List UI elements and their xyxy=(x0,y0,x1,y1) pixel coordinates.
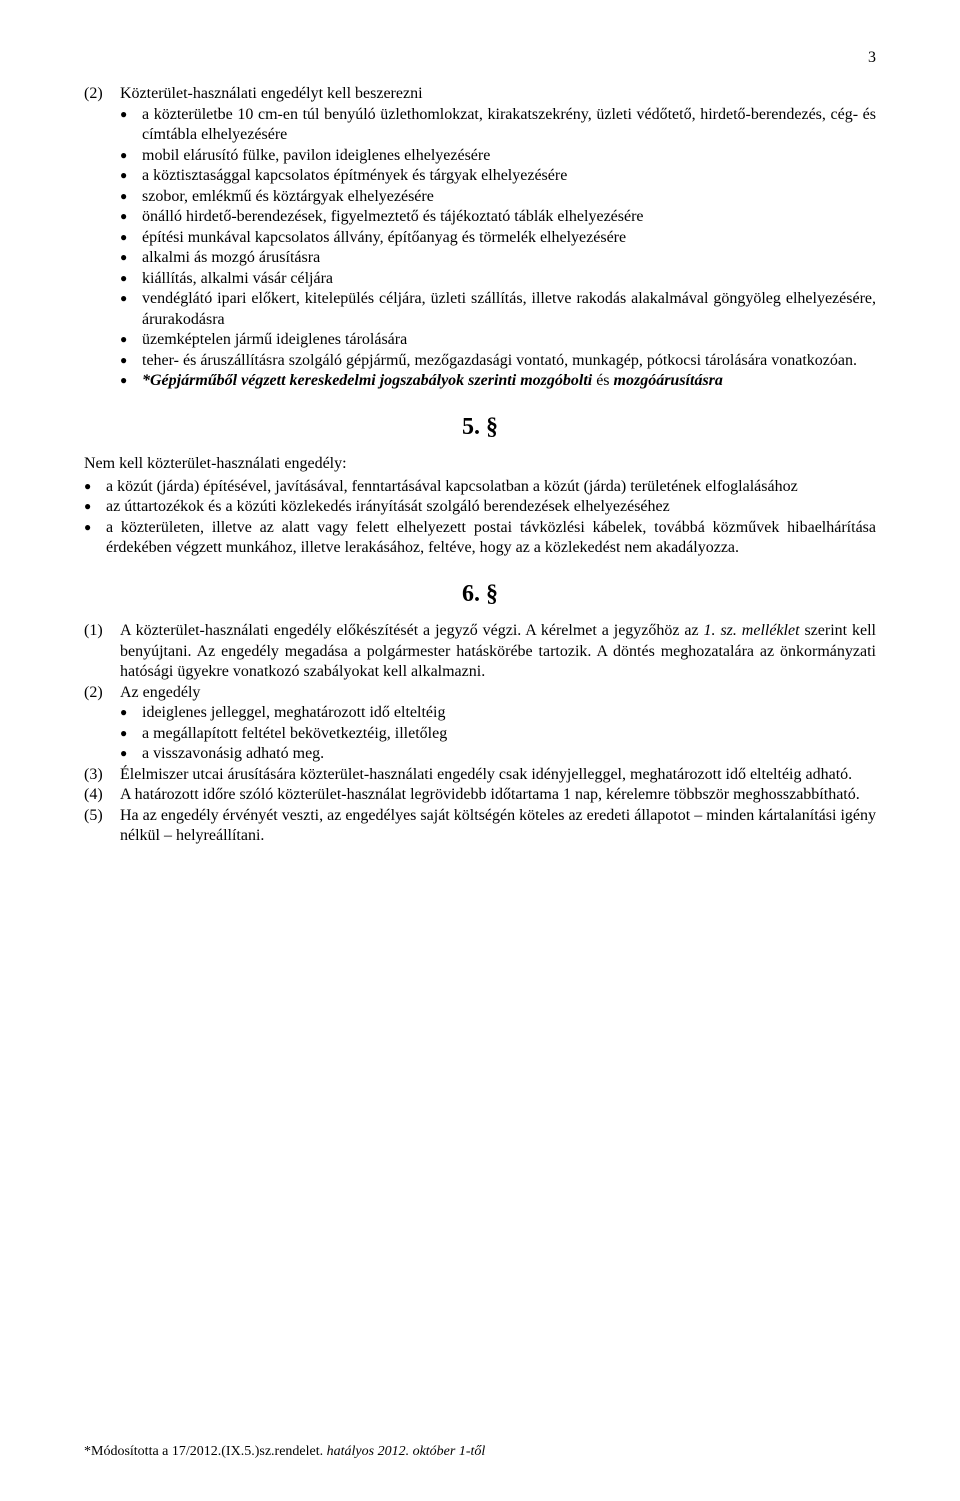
para-number: (3) xyxy=(84,765,120,785)
list-item: üzemképtelen jármű ideiglenes tárolására xyxy=(120,330,876,350)
para-number: (2) xyxy=(84,84,120,104)
list-item: kiállítás, alkalmi vásár céljára xyxy=(120,269,876,289)
emphasis-text: *Gépjárműből végzett kereskedelmi jogsza… xyxy=(142,372,592,389)
para-text: Az engedély xyxy=(120,683,876,703)
section-5-heading: 5. § xyxy=(84,412,876,443)
para-6-1: (1) A közterület-használati engedély elő… xyxy=(84,621,876,682)
list-item: mobil elárusító fülke, pavilon ideiglene… xyxy=(120,146,876,166)
list-item: önálló hirdető-berendezések, figyelmezte… xyxy=(120,207,876,227)
section6-para2-bullets: ideiglenes jelleggel, meghatározott idő … xyxy=(84,703,876,764)
list-item: a közterületen, illetve az alatt vagy fe… xyxy=(84,518,876,559)
list-item: építési munkával kapcsolatos állvány, ép… xyxy=(120,228,876,248)
list-item: alkalmi ás mozgó árusításra xyxy=(120,248,876,268)
para-text: A közterület-használati engedély előkész… xyxy=(120,621,876,682)
footer-suffix: hatályos 2012. október 1-től xyxy=(323,1444,485,1459)
footer-note: *Módosította a 17/2012.(IX.5.)sz.rendele… xyxy=(84,1443,485,1461)
para-text: Ha az engedély érvényét veszti, az enged… xyxy=(120,806,876,847)
para-6-4: (4) A határozott időre szóló közterület-… xyxy=(84,785,876,805)
para-number: (2) xyxy=(84,683,120,703)
para-number: (4) xyxy=(84,785,120,805)
list-item: vendéglátó ipari előkert, kitelepülés cé… xyxy=(120,289,876,330)
para-text: Élelmiszer utcai árusítására közterület-… xyxy=(120,765,876,785)
section5-bullet-list: a közút (járda) építésével, javításával,… xyxy=(84,477,876,559)
para-6-5: (5) Ha az engedély érvényét veszti, az e… xyxy=(84,806,876,847)
list-item-emphasis: *Gépjárműből végzett kereskedelmi jogsza… xyxy=(120,371,876,391)
para-6-3: (3) Élelmiszer utcai árusítására közterü… xyxy=(84,765,876,785)
list-item: a visszavonásig adható meg. xyxy=(120,744,876,764)
para-number: (1) xyxy=(84,621,120,682)
list-item: a megállapított feltétel bekövetkeztéig,… xyxy=(120,724,876,744)
list-item: ideiglenes jelleggel, meghatározott idő … xyxy=(120,703,876,723)
list-item: teher- és áruszállításra szolgáló gépjár… xyxy=(120,351,876,371)
para-text: A határozott időre szóló közterület-hasz… xyxy=(120,785,876,805)
list-item: a köztisztasággal kapcsolatos építmények… xyxy=(120,166,876,186)
para-2-header: (2) Közterület-használati engedélyt kell… xyxy=(84,84,876,104)
page-number: 3 xyxy=(84,48,876,68)
list-item: a közterületbe 10 cm-en túl benyúló üzle… xyxy=(120,105,876,146)
para-text: Közterület-használati engedélyt kell bes… xyxy=(120,84,876,104)
document-page: 3 (2) Közterület-használati engedélyt ke… xyxy=(0,0,960,1501)
list-item: a közút (járda) építésével, javításával,… xyxy=(84,477,876,497)
para-number: (5) xyxy=(84,806,120,847)
footer-prefix: *Módosította a 17/2012.(IX.5.)sz.rendele… xyxy=(84,1444,323,1459)
emphasis-tail: mozgóárusításra xyxy=(614,372,723,389)
list-item: az úttartozékok és a közúti közlekedés i… xyxy=(84,497,876,517)
para-6-2: (2) Az engedély xyxy=(84,683,876,703)
section-6-heading: 6. § xyxy=(84,579,876,610)
section4-bullet-list: a közterületbe 10 cm-en túl benyúló üzle… xyxy=(84,105,876,392)
normal-conjunction: és xyxy=(592,372,613,389)
section5-intro: Nem kell közterület-használati engedély: xyxy=(84,454,876,474)
list-item: szobor, emlékmű és köztárgyak elhelyezés… xyxy=(120,187,876,207)
